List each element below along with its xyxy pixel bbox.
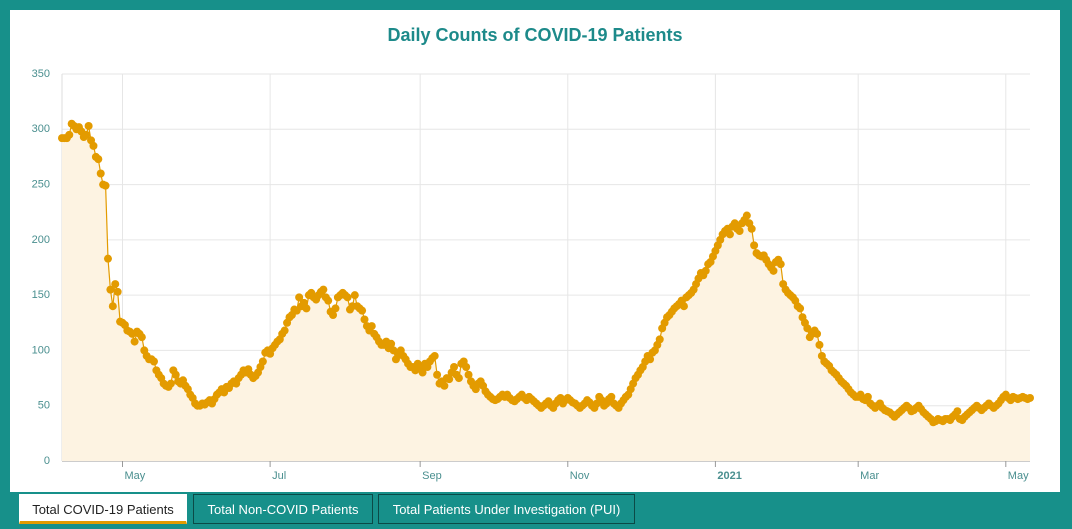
data-point (113, 287, 122, 296)
data-point (96, 169, 105, 178)
data-point (776, 260, 785, 269)
data-point (796, 304, 805, 313)
data-point (953, 407, 962, 416)
data-point (462, 363, 471, 372)
data-point (350, 291, 359, 300)
data-point (725, 230, 734, 239)
data-point (769, 266, 778, 275)
y-tick-label: 0 (44, 455, 50, 467)
tab[interactable]: Total Patients Under Investigation (PUI) (378, 494, 635, 524)
data-point (94, 155, 103, 164)
data-point (813, 329, 822, 338)
data-point (655, 335, 664, 344)
data-point (319, 285, 328, 294)
data-point (679, 302, 688, 311)
chart-title: Daily Counts of COVID-19 Patients (387, 25, 682, 45)
data-point (418, 368, 427, 377)
data-point (750, 241, 759, 250)
data-point (445, 375, 454, 384)
x-tick-label: Nov (570, 470, 590, 482)
data-point (329, 311, 338, 320)
data-point (302, 304, 311, 313)
data-point (101, 181, 110, 190)
y-tick-label: 350 (32, 68, 50, 80)
data-point (324, 296, 333, 305)
data-point (454, 374, 463, 383)
data-point (258, 357, 267, 366)
y-tick-label: 300 (32, 123, 50, 135)
line (62, 122, 1031, 424)
data-point (84, 121, 93, 130)
data-point (701, 266, 710, 275)
data-point (149, 357, 158, 366)
x-tick-label: May (125, 470, 146, 482)
data-point (387, 339, 396, 348)
data-point (735, 227, 744, 236)
data-point (82, 130, 91, 139)
y-tick-label: 150 (32, 289, 50, 301)
data-point (108, 302, 117, 311)
data-point (295, 293, 304, 302)
data-point (106, 285, 115, 294)
data-point (464, 370, 473, 379)
y-tick-label: 250 (32, 178, 50, 190)
x-tick-label: Mar (860, 470, 879, 482)
data-point (343, 293, 352, 302)
data-point (607, 392, 616, 401)
data-point (747, 224, 756, 233)
area (62, 123, 1030, 462)
data-point (103, 254, 112, 263)
x-tick-label: 2021 (717, 470, 741, 482)
tab[interactable]: Total Non-COVID Patients (193, 494, 373, 524)
x-tick-label: May (1008, 470, 1029, 482)
data-point (815, 340, 824, 349)
data-point (433, 370, 442, 379)
data-point (440, 381, 449, 390)
data-point (137, 333, 146, 342)
data-point (360, 315, 369, 324)
y-tick-label: 100 (32, 344, 50, 356)
data-point (430, 351, 439, 360)
data-point (89, 141, 98, 150)
x-tick-label: Sep (422, 470, 442, 482)
data-point (171, 370, 180, 379)
data-point (331, 304, 340, 313)
y-tick-label: 50 (38, 400, 50, 412)
data-point (65, 130, 74, 139)
x-tick-label: Jul (272, 470, 286, 482)
data-point (863, 392, 872, 401)
data-point (111, 280, 120, 289)
data-point (280, 326, 289, 335)
data-point (130, 337, 139, 346)
data-point (450, 363, 459, 372)
data-point (803, 324, 812, 333)
y-tick-label: 200 (32, 234, 50, 246)
data-point (742, 211, 751, 220)
data-point (367, 322, 376, 331)
data-point (646, 355, 655, 364)
tab[interactable]: Total COVID-19 Patients (19, 494, 187, 524)
data-point (358, 306, 367, 315)
data-point (1026, 393, 1034, 402)
data-point (166, 379, 175, 388)
